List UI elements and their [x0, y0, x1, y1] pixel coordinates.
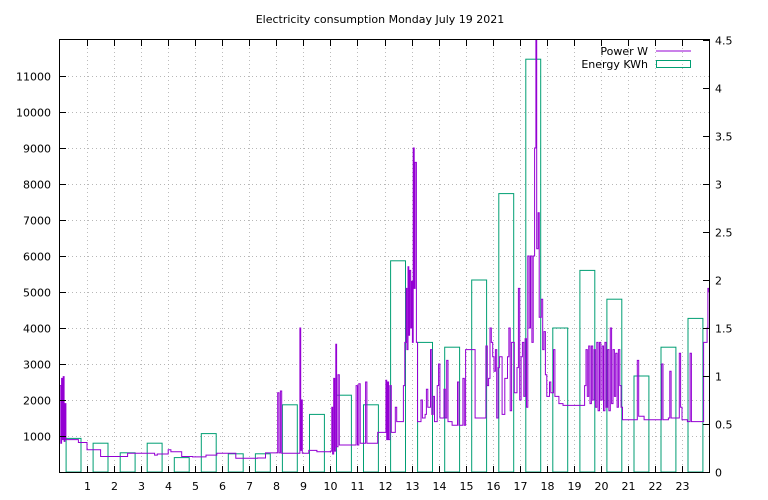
legend: Power W Energy KWh [581, 45, 691, 71]
x-tick-label: 22 [649, 480, 663, 493]
y2-tick-label: 2.5 [715, 227, 733, 240]
y-tick-label: 10000 [16, 107, 51, 120]
y-tick-label: 5000 [23, 287, 51, 300]
axis-ticks [60, 40, 709, 473]
y-tick-label: 9000 [23, 143, 51, 156]
y-tick-label: 3000 [23, 359, 51, 372]
y-tick-label: 11000 [16, 71, 51, 84]
y2-tick-label: 4.5 [715, 35, 733, 48]
y-tick-label: 1000 [23, 431, 51, 444]
x-tick-label: 6 [219, 480, 226, 493]
y-left-tick-labels: 1000 2000 3000 4000 5000 6000 7000 8000 9000 1000… [16, 71, 51, 444]
plot-border [59, 39, 710, 473]
x-tick-label: 10 [324, 480, 338, 493]
y-right-tick-labels: 0 0.5 1 1.5 2 2.5 3 3.5 4 4.5 [715, 35, 733, 480]
x-tick-label: 5 [192, 480, 199, 493]
y-tick-label: 7000 [23, 215, 51, 228]
x-tick-label: 2 [111, 480, 118, 493]
legend-swatch-energy [656, 60, 691, 68]
x-tick-label: 15 [460, 480, 474, 493]
x-tick-label: 12 [379, 480, 393, 493]
y2-tick-label: 1.5 [715, 323, 733, 336]
y-tick-label: 6000 [23, 251, 51, 264]
x-tick-label: 14 [433, 480, 447, 493]
x-tick-label: 18 [541, 480, 555, 493]
y2-tick-label: 0.5 [715, 419, 733, 432]
power-line [60, 39, 710, 459]
power-series [60, 39, 710, 459]
y2-tick-label: 4 [715, 83, 722, 96]
x-tick-label: 3 [138, 480, 145, 493]
y-tick-label: 8000 [23, 179, 51, 192]
legend-label-power: Power W [600, 45, 648, 58]
x-tick-label: 11 [351, 480, 365, 493]
x-tick-label: 4 [165, 480, 172, 493]
x-tick-label: 7 [246, 480, 253, 493]
y2-tick-label: 3 [715, 179, 722, 192]
chart-title: Electricity consumption Monday July 19 2… [256, 13, 505, 26]
x-tick-label: 17 [514, 480, 528, 493]
y2-tick-label: 2 [715, 275, 722, 288]
x-tick-label: 20 [595, 480, 609, 493]
x-tick-label: 8 [273, 480, 280, 493]
x-tick-label: 21 [622, 480, 636, 493]
y2-tick-label: 3.5 [715, 131, 733, 144]
x-axis-tick-labels: 1 2 3 4 5 6 7 8 9 10 11 12 13 14 15 16 17 18 19 20 21 22 23 [84, 480, 690, 493]
x-tick-label: 16 [487, 480, 501, 493]
y-tick-label: 2000 [23, 395, 51, 408]
legend-label-energy: Energy KWh [581, 58, 648, 71]
x-tick-label: 19 [568, 480, 582, 493]
x-tick-label: 1 [84, 480, 91, 493]
x-tick-label: 13 [406, 480, 420, 493]
y-tick-label: 4000 [23, 323, 51, 336]
x-tick-label: 9 [300, 480, 307, 493]
y2-tick-label: 0 [715, 467, 722, 480]
x-tick-label: 23 [676, 480, 690, 493]
y2-tick-label: 1 [715, 371, 722, 384]
